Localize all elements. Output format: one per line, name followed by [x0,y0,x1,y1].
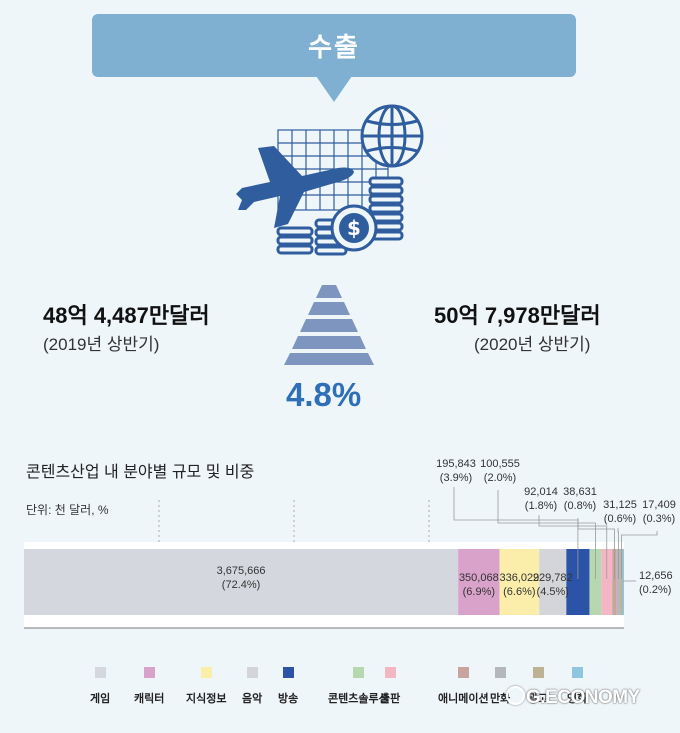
bar-segment-8 [612,549,617,615]
callout-line-6 [497,490,596,579]
export-2020-amount: 50억 7,978만달러 [434,303,601,328]
share-label-3: (6.6%) [503,586,535,598]
share-label-6: (2.0%) [484,472,516,484]
value-label-11: 12,656 [639,570,673,582]
bar-segment-5 [566,549,590,615]
value-label-3: 336,029 [499,572,539,584]
watermark: G.ECONOMY [506,686,640,709]
legend-label: 지식정보 [186,693,227,705]
airplane-icon [236,146,354,228]
legend-swatch [457,667,469,678]
bar-segment-7 [601,549,613,615]
legend-item: 광고 [528,667,548,706]
legend-label: 만화 [490,693,511,705]
growth-pyramid-icon [284,285,374,365]
callout-line-5 [453,487,579,579]
legend-label: 영화 [567,693,588,705]
share-label-7: (1.8%) [525,500,557,512]
title-box: 수출 [92,14,576,77]
share-label-11: (0.2%) [639,584,671,596]
share-label-4: (4.5%) [537,586,569,598]
callout-line-7 [538,515,608,579]
legend-swatch [352,667,364,678]
legend-label: 캐릭터 [134,693,165,705]
export-illustration: $ [236,104,424,256]
export-2020-period: (2020년 상반기) [474,335,591,354]
legend-item: 애니메이션 [438,667,489,706]
legend-label: 게임 [90,693,111,705]
legend-label: 방송 [278,693,299,705]
legend-item: 음악 [242,667,262,706]
value-label-8: 38,631 [563,486,597,498]
legend-swatch [200,667,212,678]
legend-swatch [494,667,506,678]
page-title: 수출 [308,32,360,62]
watermark-logo-icon [506,686,525,705]
legend-swatch [282,667,294,678]
legend-swatch [246,667,258,678]
bar-segment-9 [616,549,621,615]
legend-swatch [532,667,544,678]
share-label-1: (72.4%) [222,579,261,591]
bar-segment-4 [539,549,567,615]
legend-item: 영화 [567,667,587,706]
legend-label: 광고 [528,693,549,705]
title-pointer [316,76,352,102]
export-2019-period: (2019년 상반기) [43,335,160,354]
value-label-6: 100,555 [480,458,520,470]
legend-swatch [143,667,155,678]
bar-segment-10 [620,549,623,615]
bar-segment-6 [589,549,602,615]
bar-segment-2 [458,549,500,615]
share-label-9: (0.6%) [604,513,636,525]
legend-item: 만화 [490,667,510,706]
value-label-10: 17,409 [642,499,676,511]
value-label-9: 31,125 [603,499,637,511]
value-label-1: 3,675,666 [217,565,266,577]
share-label-10: (0.3%) [643,513,675,525]
bar-segment-1 [24,549,459,615]
legend-swatch [94,667,106,678]
legend-swatch [384,667,396,678]
share-label-5: (3.9%) [440,472,472,484]
callout-line-8 [577,518,615,579]
globe-icon [360,104,424,168]
legend-label: 출판 [380,693,401,705]
legend-item: 방송 [278,667,298,706]
legend-label: 음악 [242,693,263,705]
callout-line-9 [617,528,620,579]
chart-title: 콘텐츠산업 내 분야별 규모 및 비중 [26,464,255,481]
value-label-5: 195,843 [436,458,476,470]
bar-segment-3 [499,549,540,615]
legend-swatch [571,667,583,678]
legend-item: 캐릭터 [134,667,164,706]
legend-label: 애니메이션 [438,693,489,705]
share-label-8: (0.8%) [564,500,596,512]
value-label-2: 350,068 [459,572,499,584]
legend-label: 콘텐츠솔루션 [328,693,389,705]
legend-item: 출판 [380,667,400,706]
value-label-4: 229,782 [533,572,573,584]
share-label-2: (6.9%) [463,586,495,598]
legend-item: 콘텐츠솔루션 [328,667,389,706]
chart-legend: 게임 캐릭터 지식정보 음악 방송 콘텐츠솔루션 출판 애니메이션 만화 광고 영화 [70,667,590,717]
export-2019-amount: 48억 4,487만달러 [43,303,210,328]
chart-unit: 단위: 천 달러, % [26,503,109,517]
legend-item: 지식정보 [186,667,226,706]
value-label-7: 92,014 [524,486,558,498]
callout-line-10 [621,531,658,579]
legend-item: 게임 [90,667,110,706]
growth-rate: 4.8% [286,376,362,413]
dollar-coin-icon: $ [330,204,378,252]
svg-text:$: $ [347,216,361,240]
watermark-text: G.ECONOMY [526,687,640,708]
stacked-bar-chart: 3,675,666 (72.4%) 350,068 (6.9%) 336,029 (6.6… [24,458,676,629]
bar-segment-11 [622,549,624,615]
